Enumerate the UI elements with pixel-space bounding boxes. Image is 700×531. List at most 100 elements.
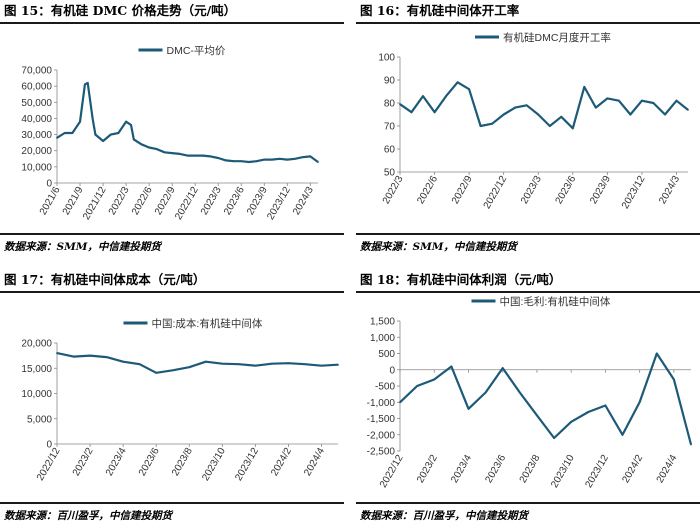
data-point (422, 95, 424, 97)
data-point (188, 366, 191, 369)
x-tick-label: 2023/12 (583, 453, 611, 490)
x-tick-label: 2023/9 (588, 174, 613, 206)
data-point (491, 122, 494, 125)
data-point (399, 103, 401, 106)
data-point (594, 106, 597, 109)
data-point (130, 123, 132, 126)
y-tick-label: 90 (384, 76, 396, 87)
data-point (433, 111, 436, 114)
data-point (484, 391, 487, 394)
legend-label: 中国:毛利:有机硅中间体 (500, 295, 611, 308)
y-tick-label: 0 (46, 440, 52, 451)
data-point (194, 154, 197, 157)
source-rule (0, 233, 344, 235)
x-tick-label: 2023/12 (620, 174, 648, 211)
data-point (304, 363, 306, 366)
data-point (604, 404, 607, 407)
data-point (217, 157, 220, 159)
data-point (621, 433, 624, 436)
data-point (675, 99, 678, 102)
data-point (224, 159, 227, 162)
x-tick-label: 2024/3 (657, 174, 682, 206)
x-tick-label: 2023/6 (222, 185, 247, 217)
data-point (501, 367, 504, 370)
y-tick-label: 50,000 (21, 98, 52, 109)
x-tick-label: 2021/9 (61, 185, 86, 217)
x-tick-label: 2022/12 (378, 453, 406, 490)
data-point (72, 355, 75, 358)
y-tick-label: 0 (46, 179, 52, 190)
data-point (655, 352, 658, 355)
data-point (263, 158, 266, 161)
data-point (148, 146, 151, 149)
data-point (320, 364, 323, 367)
x-tick-label: 2023/12 (233, 446, 261, 483)
y-tick-label: 20,000 (21, 339, 52, 350)
y-tick-label: 70 (384, 122, 396, 133)
y-tick-label: 15,000 (21, 364, 52, 375)
data-point (56, 352, 58, 354)
series-line (399, 81, 689, 130)
data-point (450, 365, 453, 368)
data-point (537, 113, 540, 116)
y-tick-label: 60,000 (21, 82, 52, 93)
data-point (286, 158, 289, 161)
y-tick-label: 500 (378, 349, 395, 360)
data-point (221, 362, 224, 365)
data-point (525, 104, 528, 107)
data-point (94, 133, 97, 136)
data-point (237, 363, 240, 366)
data-point (690, 443, 692, 446)
data-point (337, 363, 339, 366)
y-tick-label: 30,000 (21, 130, 52, 141)
data-point (467, 407, 470, 410)
legend-label: 中国:成本:有机硅中间体 (152, 317, 263, 330)
y-tick-label: 5,000 (27, 414, 52, 425)
data-point (79, 120, 81, 123)
data-point (201, 154, 204, 157)
data-point (83, 83, 86, 86)
data-point (125, 120, 127, 123)
data-point (102, 140, 104, 142)
x-tick-label: 2023/12 (265, 185, 293, 222)
y-tick-label: -1,500 (367, 414, 396, 425)
data-point (445, 95, 447, 97)
data-point (163, 151, 166, 154)
y-tick-label: 60 (384, 145, 396, 156)
data-point (479, 125, 482, 127)
data-point (132, 138, 135, 141)
data-point (248, 161, 250, 163)
x-tick-label: 2023/4 (449, 453, 474, 485)
legend-label: DMC-平均价 (167, 45, 226, 57)
title-rule (0, 22, 344, 24)
x-tick-label: 2022/6 (415, 174, 440, 206)
x-tick-label: 2023/8 (170, 446, 195, 478)
data-point (89, 354, 91, 357)
y-tick-label: -2,000 (367, 430, 396, 441)
data-point (571, 127, 574, 130)
data-point (91, 117, 94, 120)
series-line (56, 352, 339, 374)
y-tick-label: -500 (375, 382, 395, 393)
data-point (270, 362, 273, 365)
panel-title: 图 18：有机硅中间体利润（元/吨） (360, 272, 562, 287)
panel-profit: 图 18：有机硅中间体利润（元/吨） -2,500 -2,000 -1,500 -1,… (356, 269, 700, 531)
x-tick-label: 2022/9 (450, 174, 475, 206)
data-point (317, 161, 319, 163)
data-point (186, 154, 189, 157)
x-tick-label: 2022/9 (153, 185, 178, 217)
data-point (105, 356, 108, 359)
data-point (117, 132, 120, 134)
data-point (399, 401, 401, 404)
series-line (399, 352, 693, 445)
x-tick-label: 2022/12 (482, 174, 510, 211)
y-tick-label: 10,000 (21, 389, 52, 400)
x-tick-label: 2024/4 (302, 446, 327, 478)
data-point (536, 414, 538, 417)
data-point (617, 99, 620, 102)
data-point (518, 391, 521, 394)
data-point (155, 371, 158, 374)
data-point (155, 148, 158, 150)
data-point (63, 132, 66, 134)
